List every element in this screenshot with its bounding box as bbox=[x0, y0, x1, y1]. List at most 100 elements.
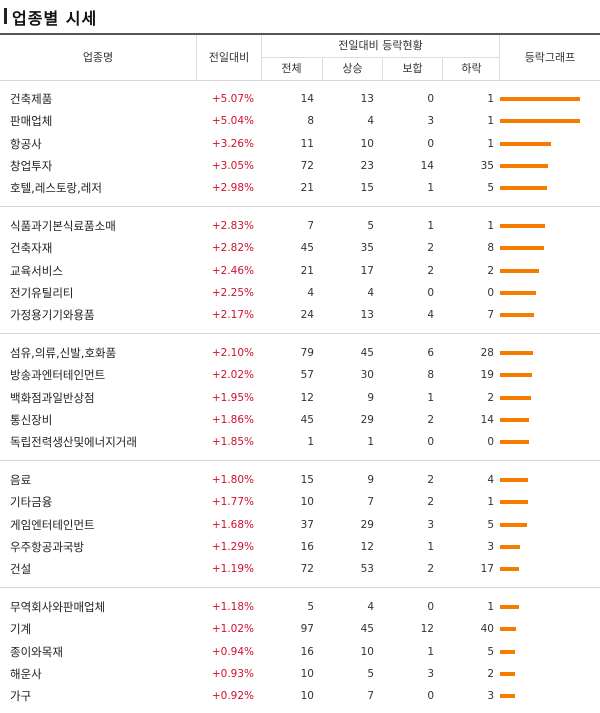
sector-name[interactable]: 건축제품 bbox=[10, 92, 53, 106]
change-value: +1.80% bbox=[211, 474, 254, 486]
down-count: 0 bbox=[487, 286, 494, 299]
sector-name[interactable]: 해운사 bbox=[10, 666, 42, 681]
table-row[interactable]: 백화점과일반상점 +1.95% 12 9 1 2 bbox=[0, 387, 600, 409]
table-row[interactable]: 식품과기본식료품소매 +2.83% 7 5 1 1 bbox=[0, 215, 600, 237]
sector-name[interactable]: 창업투자 bbox=[10, 158, 53, 173]
table-row[interactable]: 기타금융 +1.77% 10 7 2 1 bbox=[0, 491, 600, 513]
down-count: 5 bbox=[487, 645, 494, 658]
flat-count: 2 bbox=[427, 264, 434, 277]
change-value: +1.29% bbox=[211, 540, 254, 553]
change-value: +2.17% bbox=[211, 309, 254, 322]
sector-name[interactable]: 백화점과일반상점 bbox=[10, 390, 95, 405]
group-divider bbox=[0, 333, 600, 334]
table-row[interactable]: 우주항공과국방 +1.29% 16 12 1 3 bbox=[0, 536, 600, 558]
table-row[interactable]: 통신장비 +1.86% 45 29 2 14 bbox=[0, 409, 600, 431]
flat-count: 2 bbox=[427, 413, 434, 426]
sector-name[interactable]: 무역회사와판매업체 bbox=[10, 600, 106, 614]
table-row[interactable]: 항공사 +3.26% 11 10 0 1 bbox=[0, 133, 600, 155]
change-value: +0.93% bbox=[211, 667, 254, 680]
table-row[interactable]: 전기유틸리티 +2.25% 4 4 0 0 bbox=[0, 282, 600, 304]
total-count: 21 bbox=[300, 264, 314, 277]
change-bar bbox=[500, 313, 534, 318]
table-row[interactable]: 기계 +1.02% 97 45 12 40 bbox=[0, 618, 600, 640]
sector-name[interactable]: 독립전력생산및에너지거래 bbox=[10, 435, 137, 450]
table-row[interactable]: 종이와목재 +0.94% 16 10 1 5 bbox=[0, 641, 600, 663]
change-value: +1.18% bbox=[211, 601, 254, 613]
header-flat[interactable]: 보합 bbox=[382, 57, 442, 80]
sector-name[interactable]: 가정용기기와용품 bbox=[10, 308, 95, 323]
table-row[interactable]: 가정용기기와용품 +2.17% 24 13 4 7 bbox=[0, 304, 600, 326]
flat-count: 0 bbox=[427, 137, 434, 150]
total-count: 16 bbox=[300, 540, 314, 553]
change-bar bbox=[500, 224, 545, 228]
table-row[interactable]: 가구 +0.92% 10 7 0 3 bbox=[0, 685, 600, 707]
table-row[interactable]: 창업투자 +3.05% 72 23 14 35 bbox=[0, 155, 600, 177]
header-name[interactable]: 업종명 bbox=[0, 35, 196, 81]
down-count: 1 bbox=[487, 220, 494, 232]
sector-name[interactable]: 가구 bbox=[10, 689, 32, 704]
header-change[interactable]: 전일대비 bbox=[197, 35, 261, 81]
up-count: 17 bbox=[360, 264, 374, 277]
table-row[interactable]: 판매업체 +5.04% 8 4 3 1 bbox=[0, 110, 600, 132]
header-down[interactable]: 하락 bbox=[442, 57, 500, 80]
change-value: +2.98% bbox=[211, 182, 254, 195]
flat-count: 6 bbox=[427, 347, 434, 359]
up-count: 13 bbox=[360, 309, 374, 322]
change-value: +1.77% bbox=[211, 496, 254, 509]
table-row[interactable]: 건축제품 +5.07% 14 13 0 1 bbox=[0, 88, 600, 110]
total-count: 5 bbox=[307, 601, 314, 613]
sector-name[interactable]: 교육서비스 bbox=[10, 263, 63, 278]
flat-count: 12 bbox=[420, 623, 434, 636]
flat-count: 4 bbox=[427, 309, 434, 322]
sector-name[interactable]: 기계 bbox=[10, 622, 32, 637]
sector-name[interactable]: 기타금융 bbox=[10, 495, 53, 510]
up-count: 4 bbox=[367, 115, 374, 128]
sector-name[interactable]: 우주항공과국방 bbox=[10, 539, 85, 554]
table-row[interactable]: 방송과엔터테인먼트 +2.02% 57 30 8 19 bbox=[0, 364, 600, 386]
sector-name[interactable]: 식품과기본식료품소매 bbox=[10, 219, 116, 233]
header-total[interactable]: 전체 bbox=[262, 57, 321, 80]
flat-count: 2 bbox=[427, 242, 434, 255]
sector-name[interactable]: 음료 bbox=[10, 473, 32, 487]
table-row[interactable]: 무역회사와판매업체 +1.18% 5 4 0 1 bbox=[0, 596, 600, 618]
flat-count: 3 bbox=[427, 518, 434, 531]
change-bar bbox=[500, 163, 548, 168]
table-row[interactable]: 호텔,레스토랑,레저 +2.98% 21 15 1 5 bbox=[0, 177, 600, 199]
table-row[interactable]: 음료 +1.80% 15 9 2 4 bbox=[0, 469, 600, 491]
header-graph: 등락그래프 bbox=[500, 35, 600, 81]
flat-count: 2 bbox=[427, 474, 434, 486]
table-row[interactable]: 건설 +1.19% 72 53 2 17 bbox=[0, 558, 600, 580]
total-count: 4 bbox=[307, 286, 314, 299]
table-row[interactable]: 독립전력생산및에너지거래 +1.85% 1 1 0 0 bbox=[0, 431, 600, 453]
table-row[interactable]: 건축자재 +2.82% 45 35 2 8 bbox=[0, 237, 600, 259]
table-row[interactable]: 교육서비스 +2.46% 21 17 2 2 bbox=[0, 260, 600, 282]
table-row[interactable]: 해운사 +0.93% 10 5 3 2 bbox=[0, 663, 600, 685]
sector-name[interactable]: 섬유,의류,신발,호화품 bbox=[10, 346, 117, 360]
header-up[interactable]: 상승 bbox=[322, 57, 382, 80]
flat-count: 8 bbox=[427, 369, 434, 382]
sector-name[interactable]: 항공사 bbox=[10, 136, 42, 151]
group-divider bbox=[0, 460, 600, 461]
sector-name[interactable]: 방송과엔터테인먼트 bbox=[10, 368, 106, 383]
sector-name[interactable]: 호텔,레스토랑,레저 bbox=[10, 181, 102, 196]
down-count: 4 bbox=[487, 474, 494, 486]
change-bar bbox=[500, 186, 547, 191]
table-row[interactable]: 섬유,의류,신발,호화품 +2.10% 79 45 6 28 bbox=[0, 342, 600, 364]
total-count: 11 bbox=[300, 137, 314, 150]
header-group: 전일대비 등락현황 bbox=[338, 39, 423, 52]
up-count: 10 bbox=[360, 645, 374, 658]
sector-name[interactable]: 건축자재 bbox=[10, 241, 53, 256]
change-value: +3.05% bbox=[211, 159, 254, 172]
flat-count: 0 bbox=[427, 601, 434, 613]
sector-name[interactable]: 판매업체 bbox=[10, 114, 53, 129]
total-count: 97 bbox=[300, 623, 314, 636]
sector-name[interactable]: 통신장비 bbox=[10, 412, 53, 427]
sector-name[interactable]: 종이와목재 bbox=[10, 644, 63, 659]
sector-name[interactable]: 건설 bbox=[10, 562, 32, 577]
table-row[interactable]: 게임엔터테인먼트 +1.68% 37 29 3 5 bbox=[0, 514, 600, 536]
down-count: 1 bbox=[487, 115, 494, 128]
change-value: +5.04% bbox=[211, 115, 254, 128]
sector-name[interactable]: 게임엔터테인먼트 bbox=[10, 517, 95, 532]
sector-name[interactable]: 전기유틸리티 bbox=[10, 285, 74, 300]
up-count: 45 bbox=[360, 347, 374, 359]
